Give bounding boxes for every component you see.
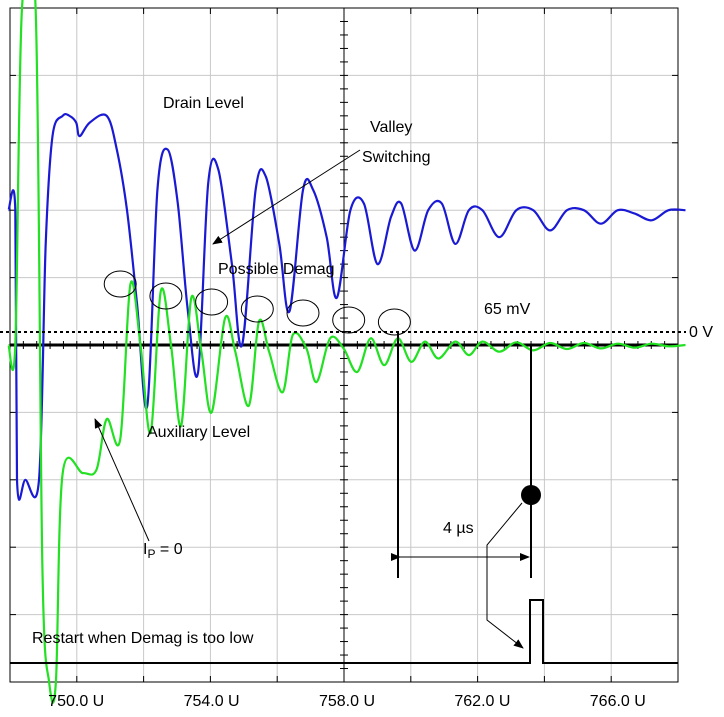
trigger-dot — [521, 485, 541, 505]
demag-marker-circle — [286, 299, 320, 327]
x-tick-label: 758.0 U — [319, 693, 375, 710]
demag-marker-circle — [149, 282, 183, 310]
demag-marker-circle — [195, 288, 229, 316]
demag-marker-circle — [240, 295, 274, 323]
x-tick-label: 754.0 U — [184, 693, 240, 710]
valley-arrow — [212, 149, 361, 245]
demag-marker-circle — [377, 308, 411, 336]
annotation-delay: 4 µs — [443, 520, 474, 537]
restart-arrow — [486, 502, 524, 649]
annotation-ip-zero: IP = 0 — [143, 541, 183, 561]
series-group — [7, 0, 686, 704]
annotation-restart: Restart when Demag is too low — [32, 630, 254, 647]
annotation-drain-level: Drain Level — [163, 95, 244, 112]
drain-level-trace — [7, 112, 686, 501]
x-tick-label: 750.0 U — [48, 693, 104, 710]
ip-zero-arrow — [94, 418, 150, 542]
demag-marker-circle — [103, 270, 137, 298]
annotation-valley-2: Switching — [362, 149, 430, 166]
annotation-possible-demag: Possible Demag — [218, 261, 335, 278]
restart-trace — [10, 599, 678, 664]
overlay — [0, 149, 686, 664]
center-axes — [10, 8, 678, 682]
x-tick-labels: 750.0 U 754.0 U 758.0 U 762.0 U 766.0 U — [48, 693, 646, 710]
x-tick-label: 766.0 U — [590, 693, 646, 710]
annotation-valley-1: Valley — [370, 119, 412, 136]
x-tick-label: 762.0 U — [454, 693, 510, 710]
auxiliary-level-trace — [7, 0, 686, 704]
annotation-zero-volt: 0 V — [689, 324, 713, 341]
annotation-threshold-label: 65 mV — [484, 301, 531, 318]
annotation-auxiliary-level: Auxiliary Level — [147, 424, 250, 441]
